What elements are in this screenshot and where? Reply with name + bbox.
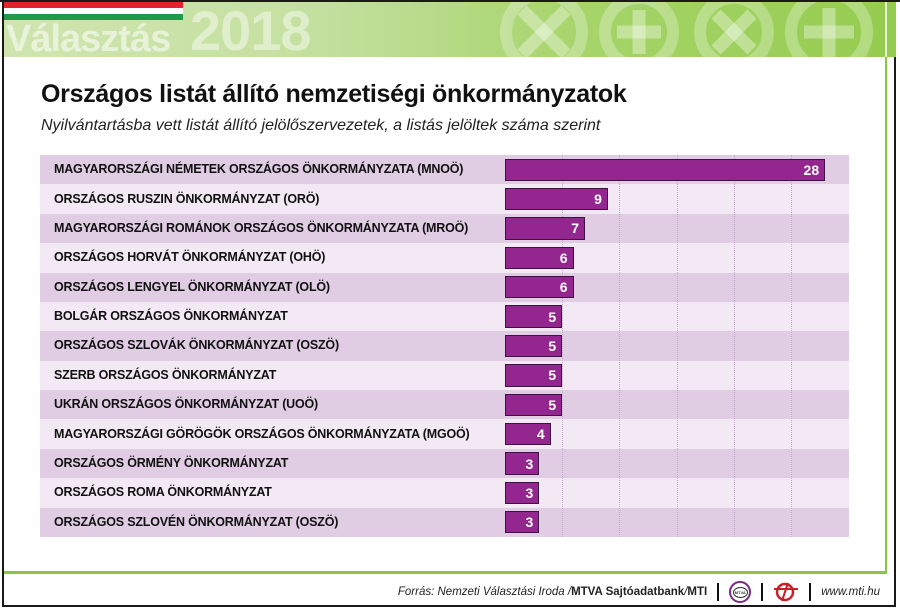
hungarian-flag-icon [4,2,183,20]
category-label: MAGYARORSZÁGI ROMÁNOK ORSZÁGOS ÖNKORMÁNY… [54,220,469,235]
bar [505,187,608,211]
gridline [676,155,678,537]
category-label: MAGYARORSZÁGI GÖRÖGÖK ORSZÁGOS ÖNKORMÁNY… [54,426,470,441]
bar-value-label: 4 [536,426,545,443]
footer-separator [809,583,812,601]
category-label: ORSZÁGOS RUSZIN ÖNKORMÁNYZAT (ORÖ) [54,191,320,206]
bar-value-label: 3 [525,484,534,501]
plus-circle-icon [785,2,873,57]
bar-value-label: 5 [548,308,557,325]
bar-value-label: 3 [525,455,534,472]
category-label: SZERB ORSZÁGOS ÖNKORMÁNYZAT [54,367,277,382]
gridline [562,155,564,537]
bar [505,246,574,270]
x-circle-icon [500,2,588,57]
header-divider [885,2,887,57]
bar [505,393,563,416]
footer: Forrás: Nemzeti Választási Iroda / MTVA … [397,581,880,603]
category-label: ORSZÁGOS LENGYEL ÖNKORMÁNYZAT (OLÖ) [54,279,330,294]
chart-row: BOLGÁR ORSZÁGOS ÖNKORMÁNYZAT [40,301,849,332]
bar [505,452,540,475]
chart-row: ORSZÁGOS ÖRMÉNY ÖNKORMÁNYZAT [40,448,849,479]
category-label: ORSZÁGOS ÖRMÉNY ÖNKORMÁNYZAT [54,456,289,471]
category-label: ORSZÁGOS SZLOVÉN ÖNKORMÁNYZAT (OSZÖ) [54,514,339,529]
bar-value-label: 6 [559,249,568,266]
chart-row: ORSZÁGOS LENGYEL ÖNKORMÁNYZAT (OLÖ) [40,272,849,302]
bar [505,276,574,299]
chart-subtitle: Nyilvántartásba vett listát állító jelöl… [41,117,601,134]
green-frame-right [885,57,887,573]
bar-value-label: 9 [594,191,602,208]
bar-value-label: 5 [548,338,557,354]
source-sep: / [684,586,688,598]
website-link[interactable]: www.mti.hu [821,586,880,598]
chart-row: ORSZÁGOS SZLOVÁK ÖNKORMÁNYZAT (OSZÖ) [40,331,849,361]
chart-row: ORSZÁGOS ROMA ÖNKORMÁNYZAT [40,478,849,508]
category-label: ORSZÁGOS SZLOVÁK ÖNKORMÁNYZAT (OSZÖ) [54,338,339,353]
bar [505,217,586,240]
bar [505,158,826,181]
category-label: ORSZÁGOS HORVÁT ÖNKORMÁNYZAT (OHÖ) [54,250,326,265]
green-frame-bottom [4,571,887,574]
mti-logo-icon [774,582,799,602]
bar-value-label: 7 [571,220,580,237]
chart-row: ORSZÁGOS RUSZIN ÖNKORMÁNYZAT (ORÖ) [40,184,849,214]
source-bold: MTVA Sajtóadatbank [571,586,685,598]
chart-row: MAGYARORSZÁGI GÖRÖGÖK ORSZÁGOS ÖNKORMÁNY… [40,419,849,449]
bar [505,511,540,534]
footer-separator [717,583,720,601]
ballot-icons [500,2,873,57]
bar [505,422,551,446]
plus-circle-icon [599,2,679,57]
chart-row: MAGYARORSZÁGI ROMÁNOK ORSZÁGOS ÖNKORMÁNY… [40,213,849,244]
brand-year: 2018 [190,2,312,57]
bar-value-label: 5 [548,367,557,384]
footer-separator [761,583,764,601]
bar-value-label: 28 [803,161,820,178]
bar-value-label: 5 [548,396,557,413]
bar [505,305,563,328]
category-label: MAGYARORSZÁGI NÉMETEK ORSZÁGOS ÖNKORMÁNY… [54,162,464,177]
bar-chart: MAGYARORSZÁGI NÉMETEK ORSZÁGOS ÖNKORMÁNY… [40,155,849,537]
brand-word: Választás [6,18,171,57]
chart-row: ORSZÁGOS HORVÁT ÖNKORMÁNYZAT (OHÖ) [40,243,849,273]
category-label: UKRÁN ORSZÁGOS ÖNKORMÁNYZAT (UOÖ) [54,397,318,412]
source-prefix: Forrás: Nemzeti Választási Iroda / [397,586,572,598]
gridline [733,155,735,537]
mtva-logo-icon: MTVA [729,581,752,603]
bar [505,364,563,387]
bar-value-label: 6 [559,279,568,296]
bar [505,334,563,358]
bar [505,481,540,505]
category-label: ORSZÁGOS ROMA ÖNKORMÁNYZAT [54,485,272,500]
chart-row: UKRÁN ORSZÁGOS ÖNKORMÁNYZAT (UOÖ) [40,390,849,420]
bar-value-label: 3 [525,514,534,531]
chart-row: ORSZÁGOS SZLOVÉN ÖNKORMÁNYZAT (OSZÖ) [40,507,849,537]
source-agency: MTI [687,586,708,598]
chart-row: SZERB ORSZÁGOS ÖNKORMÁNYZAT [40,360,849,391]
gridline [790,155,792,537]
gridline [619,155,621,537]
header-banner: Választás 2018 [4,2,896,57]
frame-top-border [0,0,900,2]
chart-title: Országos listát állító nemzetiségi önkor… [41,80,627,108]
x-circle-icon [694,2,774,57]
category-label: BOLGÁR ORSZÁGOS ÖNKORMÁNYZAT [54,309,288,324]
